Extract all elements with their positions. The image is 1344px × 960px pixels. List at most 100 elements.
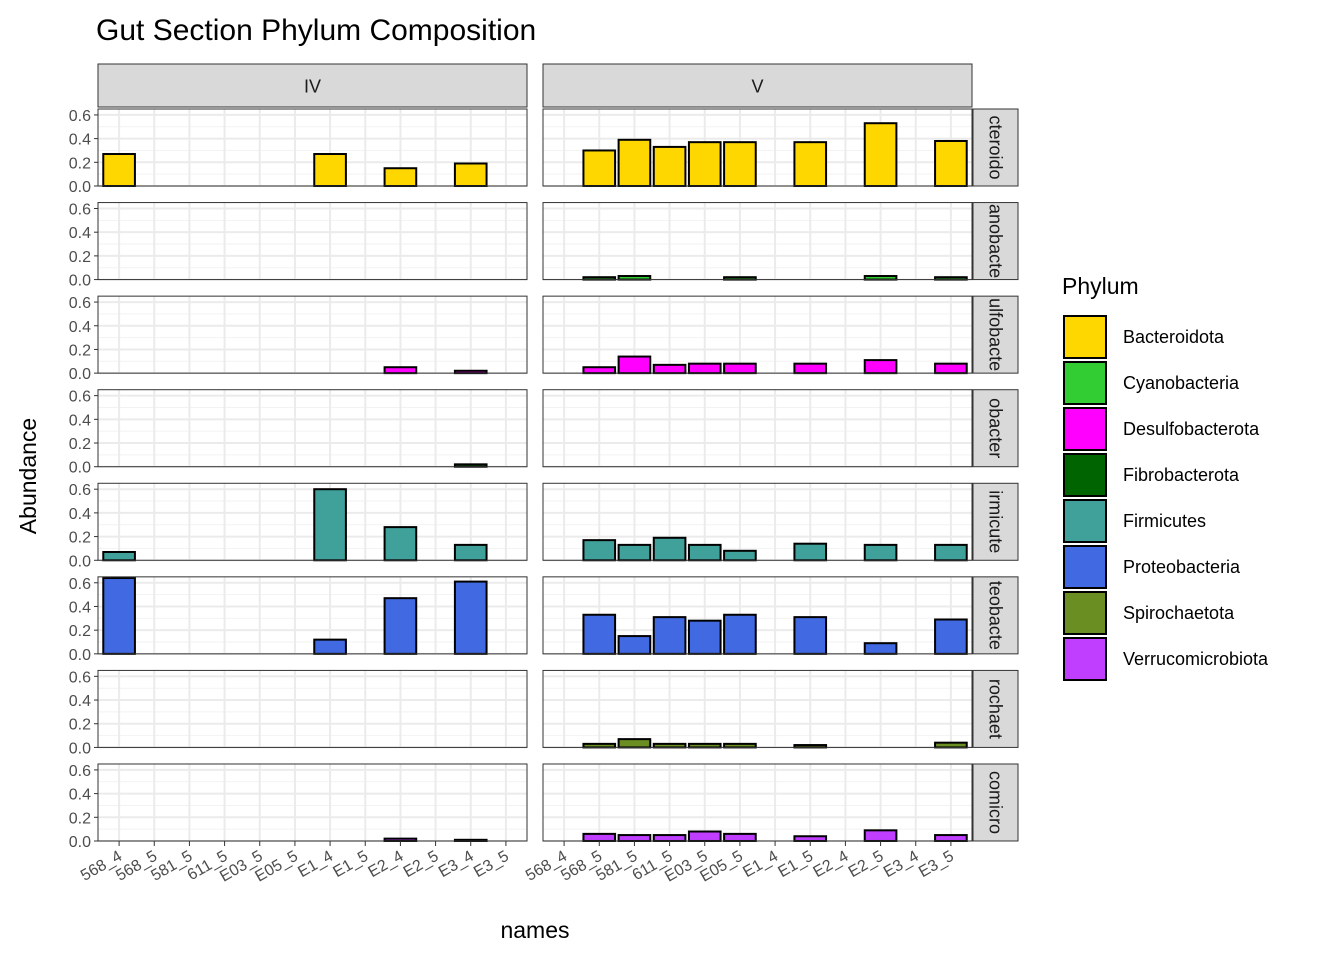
bar (582, 539, 617, 562)
facet-panel (542, 202, 973, 281)
bar (313, 153, 347, 187)
bar (687, 742, 722, 749)
bar (102, 577, 136, 655)
bar (793, 141, 828, 188)
bar (102, 550, 136, 562)
facet-panel (97, 482, 528, 562)
panel-border (542, 482, 973, 561)
y-tick-label: 0.0 (69, 647, 91, 664)
bar (617, 834, 652, 842)
bar (617, 738, 652, 749)
panel-border (542, 763, 973, 842)
bar (863, 122, 898, 187)
bar (652, 742, 687, 749)
row-strip-label: cteroido (986, 115, 1006, 179)
bar (863, 642, 898, 655)
row-strip-label: comicro (986, 771, 1006, 834)
row-strip-label: teobacte (986, 581, 1006, 650)
bar (652, 145, 687, 188)
bar (313, 488, 347, 562)
panel-border (97, 389, 528, 468)
bar (723, 832, 757, 842)
bar (582, 613, 617, 655)
row-strip (972, 482, 1019, 561)
legend-label: Cyanobacteria (1123, 373, 1240, 393)
legend-key (1063, 407, 1107, 451)
y-tick-label: 0.6 (69, 389, 91, 406)
panel-background (98, 670, 527, 748)
y-tick-label: 0.4 (69, 787, 91, 804)
y-tick-label: 0.0 (69, 366, 91, 383)
x-tick-label: E1_4 (295, 848, 336, 881)
bar (453, 580, 488, 655)
bar (687, 141, 722, 188)
x-tick-label: E2_5 (401, 848, 442, 881)
legend-key (1063, 499, 1107, 543)
x-tick-label: E3_4 (881, 848, 922, 881)
bar (582, 149, 617, 187)
row-strip (972, 295, 1019, 374)
y-tick-label: 0.0 (69, 179, 91, 196)
y-tick-label: 0.4 (69, 132, 91, 149)
bar (617, 275, 652, 281)
legend-items: Bacteroidota Cyanobacteria Desulfobacterot… (1063, 315, 1269, 681)
row-strip (972, 202, 1019, 281)
bar (793, 362, 828, 375)
bar (383, 597, 418, 655)
panel-background (543, 670, 972, 748)
panel-border (97, 108, 528, 187)
legend-key (1063, 315, 1107, 359)
bar (582, 366, 617, 375)
y-tick-label: 0.0 (69, 273, 91, 290)
panel-border (97, 482, 528, 561)
facet-panel (97, 295, 528, 375)
panel-border (542, 576, 973, 655)
bar (723, 742, 757, 749)
panel-border (97, 763, 528, 842)
bar (863, 543, 898, 562)
y-tick-label: 0.0 (69, 834, 91, 851)
bar (863, 359, 898, 375)
panel-border (97, 202, 528, 281)
row-strip-label: rochaet (986, 679, 1006, 739)
facet-panel (542, 389, 973, 468)
bar (102, 153, 136, 187)
y-tick-label: 0.4 (69, 319, 91, 336)
legend-label: Proteobacteria (1123, 557, 1241, 577)
column-strip (97, 63, 528, 108)
legend-label: Firmicutes (1123, 511, 1206, 531)
y-tick-label: 0.2 (69, 342, 91, 359)
legend-key (1063, 637, 1107, 681)
bar (582, 742, 617, 749)
bar (383, 526, 418, 562)
bar (652, 616, 687, 655)
bar (652, 834, 687, 842)
y-tick-label: 0.2 (69, 623, 91, 640)
x-tick-label: E1_5 (775, 848, 816, 881)
legend-label: Fibrobacterota (1123, 465, 1240, 485)
panel-border (542, 202, 973, 281)
bar (723, 613, 757, 655)
panel-grid: IV V 0.0 0.2 0.4 0.6 cteroido 0.0 0.2 0.4 0.6 anoba… (69, 63, 1019, 851)
legend-label: Bacteroidota (1123, 327, 1225, 347)
legend-key (1063, 453, 1107, 497)
legend-key (1063, 591, 1107, 635)
legend: Phylum Bacteroidota Cyanobacteria Desulfob… (1062, 273, 1269, 681)
bar (863, 829, 898, 842)
x-tick-label: E2_4 (811, 848, 852, 881)
bar (617, 543, 652, 562)
bar (453, 162, 488, 188)
row-strip-label: ulfobacte (986, 298, 1006, 371)
panel-border (97, 295, 528, 374)
facet-panel (97, 389, 528, 468)
bar (652, 536, 687, 562)
y-tick-label: 0.6 (69, 295, 91, 312)
x-tick-label: E3_5 (916, 848, 957, 881)
y-tick-label: 0.2 (69, 249, 91, 266)
panel-background (98, 389, 527, 467)
bar (453, 543, 488, 562)
y-tick-label: 0.4 (69, 693, 91, 710)
bar (687, 619, 722, 655)
bar (934, 741, 968, 749)
row-strip (972, 669, 1019, 748)
